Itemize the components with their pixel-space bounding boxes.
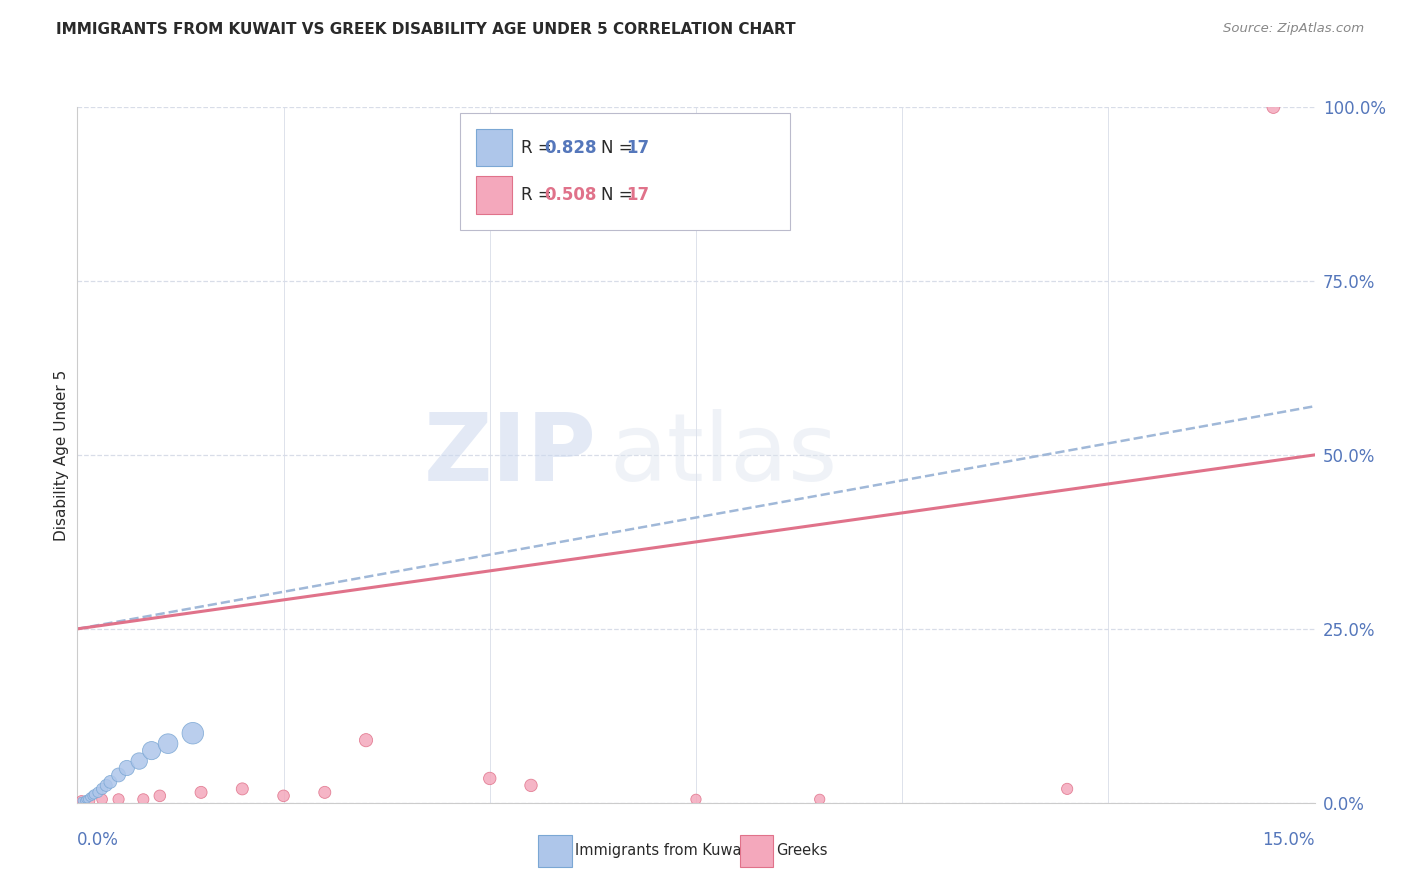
Point [354, 733, 377, 747]
Text: N =: N = [600, 138, 637, 157]
Point [808, 792, 831, 806]
Text: 17: 17 [626, 138, 650, 157]
Text: 0.0%: 0.0% [77, 830, 120, 848]
Point [79, 794, 101, 808]
Point [75, 792, 97, 806]
Point [79, 790, 101, 805]
Text: 0.828: 0.828 [544, 138, 598, 157]
Text: atlas: atlas [609, 409, 838, 501]
Point [231, 781, 253, 796]
Point [132, 792, 155, 806]
Text: 15.0%: 15.0% [1263, 830, 1315, 848]
Point [520, 778, 543, 792]
Text: IMMIGRANTS FROM KUWAIT VS GREEK DISABILITY AGE UNDER 5 CORRELATION CHART: IMMIGRANTS FROM KUWAIT VS GREEK DISABILI… [56, 22, 796, 37]
Point [91, 781, 114, 796]
Point [314, 785, 336, 799]
Text: 17: 17 [626, 186, 650, 204]
Point [87, 785, 110, 799]
Point [107, 768, 129, 782]
Point [115, 761, 138, 775]
Text: Source: ZipAtlas.com: Source: ZipAtlas.com [1223, 22, 1364, 36]
Point [73, 794, 96, 808]
Point [190, 785, 212, 799]
Point [128, 754, 150, 768]
Point [82, 789, 104, 803]
Point [70, 794, 93, 808]
Text: Greeks: Greeks [776, 844, 828, 858]
Point [157, 737, 180, 751]
Point [96, 778, 118, 792]
Point [181, 726, 204, 740]
Point [1056, 781, 1078, 796]
Point [98, 775, 121, 789]
Point [478, 772, 501, 786]
Point [83, 788, 105, 802]
Text: R =: R = [520, 138, 557, 157]
Point [1263, 100, 1285, 114]
Text: Immigrants from Kuwait: Immigrants from Kuwait [575, 844, 751, 858]
Y-axis label: Disability Age Under 5: Disability Age Under 5 [53, 369, 69, 541]
Text: R =: R = [520, 186, 557, 204]
Point [685, 792, 707, 806]
Point [70, 794, 93, 808]
Text: 0.508: 0.508 [544, 186, 596, 204]
Point [107, 792, 129, 806]
Text: N =: N = [600, 186, 637, 204]
Point [91, 792, 114, 806]
Text: ZIP: ZIP [425, 409, 598, 501]
Point [273, 789, 295, 803]
Point [141, 744, 163, 758]
Point [149, 789, 172, 803]
Point [76, 792, 98, 806]
